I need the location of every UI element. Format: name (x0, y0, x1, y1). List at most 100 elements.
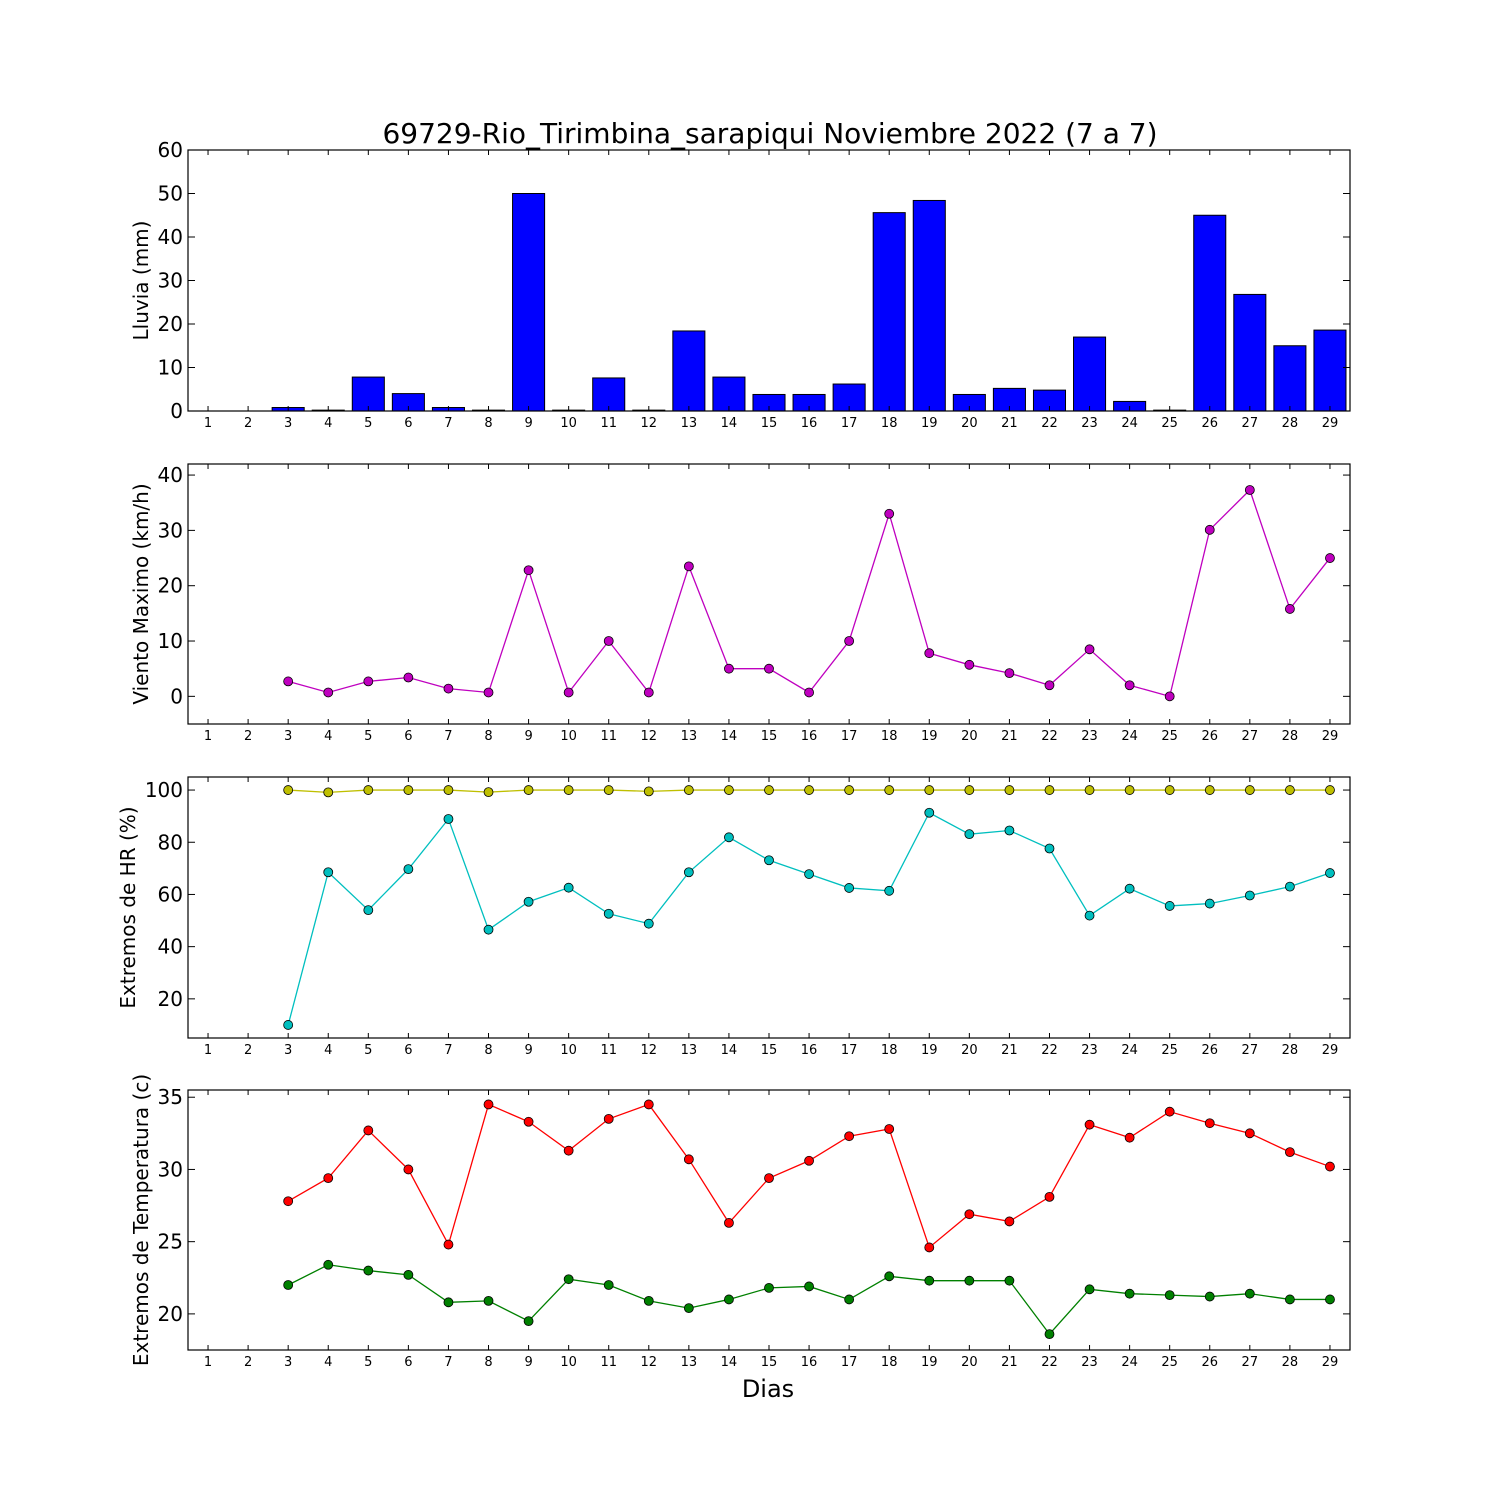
rain-x-tick-label: 29 (1322, 416, 1339, 431)
humidity-series-1-point-day-21 (1004, 825, 1015, 836)
wind-x-tick-label: 20 (961, 729, 978, 744)
temperature-series-0-point-day-14 (724, 1217, 734, 1228)
rain-bar-day-5 (351, 376, 385, 412)
wind-x-tick-label: 14 (721, 729, 738, 744)
humidity-series-0-point-day-21 (1004, 785, 1015, 795)
humidity-series-1-point-day-26 (1204, 898, 1215, 909)
humidity-x-tick-label: 22 (1041, 1043, 1058, 1058)
wind-x-tick-label: 29 (1322, 729, 1339, 744)
temperature-series-0-point-day-8 (483, 1099, 494, 1110)
humidity-series-1-point-day-7 (443, 814, 454, 824)
rain-y-tick-label: 60 (158, 138, 183, 162)
humidity-series-0-point-day-16 (804, 785, 814, 795)
humidity-series-1-point-day-24 (1124, 883, 1135, 894)
humidity-x-tick-label: 4 (324, 1043, 332, 1058)
wind-series-0-point-day-24 (1124, 680, 1135, 691)
humidity-series-1-point-day-29 (1325, 868, 1335, 878)
temperature-series-1-point-day-3 (283, 1280, 294, 1290)
wind-series-0-point-day-21 (1004, 668, 1015, 679)
wind-panel: 1 2 3 4 5 6 7 8 9 10 11 12 13 14 15 16 17 18 19 20 21 22 23 24 2… (129, 463, 1351, 744)
wind-x-tick-label: 10 (560, 729, 577, 744)
wind-x-tick-label: 4 (324, 729, 332, 744)
humidity-series-0-point-day-18 (884, 785, 895, 795)
wind-series-0-point-day-25 (1164, 691, 1175, 702)
wind-x-tick-label: 2 (244, 729, 252, 744)
humidity-x-tick-label: 7 (444, 1043, 452, 1058)
temperature-series-0-point-day-23 (1084, 1119, 1095, 1130)
rain-x-tick-label: 26 (1201, 416, 1218, 431)
wind-x-tick-label: 24 (1121, 729, 1138, 744)
humidity-panel: 1 2 3 4 5 6 7 8 9 10 11 12 13 14 15 16 17 18 19 20 21 22 23 24 2… (116, 776, 1351, 1058)
temperature-series-0-point-day-12 (643, 1099, 654, 1110)
temperature-series-1-point-day-11 (603, 1280, 614, 1290)
rain-x-tick-label: 14 (721, 416, 738, 431)
temperature-series-1-point-day-19 (924, 1275, 935, 1286)
humidity-series-0-point-day-7 (443, 785, 454, 795)
temperature-series-0-point-day-28 (1284, 1147, 1295, 1158)
wind-x-tick-label: 22 (1041, 729, 1058, 744)
temperature-series-1-point-day-12 (643, 1295, 654, 1306)
temperature-series-1-point-day-20 (964, 1275, 975, 1286)
wind-y-tick-label: 10 (158, 629, 183, 653)
temperature-x-tick-label: 24 (1121, 1355, 1138, 1370)
humidity-series-0-point-day-24 (1124, 785, 1135, 795)
temperature-x-tick-label: 18 (881, 1355, 898, 1370)
humidity-series-0-point-day-29 (1325, 785, 1335, 795)
humidity-series-1-point-day-4 (323, 867, 334, 878)
temperature-series-0-point-day-10 (563, 1145, 574, 1156)
humidity-x-tick-label: 25 (1161, 1043, 1178, 1058)
wind-series-0-point-day-14 (724, 663, 734, 674)
wind-x-tick-label: 6 (404, 729, 412, 744)
humidity-series-0-point-day-11 (603, 785, 614, 795)
wind-series-0-point-day-13 (683, 561, 694, 572)
temperature-x-tick-label: 6 (404, 1355, 412, 1370)
temperature-x-tick-label: 11 (600, 1355, 617, 1370)
wind-series-0-point-day-6 (403, 672, 414, 683)
humidity-series-0-point-day-12 (643, 786, 654, 797)
temperature-x-tick-label: 7 (444, 1355, 452, 1370)
humidity-x-tick-label: 8 (484, 1043, 492, 1058)
temperature-series-0-point-day-20 (964, 1209, 975, 1220)
temperature-y-tick-label: 35 (158, 1085, 183, 1109)
rain-bar-day-27 (1233, 293, 1267, 412)
rain-panel: 1 2 3 4 5 6 7 8 9 10 11 12 13 14 15 16 17 18 19 20 21 22 23 24 2… (129, 138, 1351, 431)
humidity-x-tick-label: 19 (921, 1043, 938, 1058)
humidity-series-1-point-day-12 (643, 918, 654, 929)
wind-x-tick-label: 7 (444, 729, 452, 744)
humidity-x-tick-label: 10 (560, 1043, 577, 1058)
humidity-series-0-point-day-13 (683, 785, 694, 795)
temperature-x-tick-label: 3 (284, 1355, 292, 1370)
humidity-x-tick-label: 18 (881, 1043, 898, 1058)
wind-x-tick-label: 13 (681, 729, 698, 744)
humidity-x-tick-label: 26 (1201, 1043, 1218, 1058)
rain-bar-day-23 (1073, 336, 1107, 412)
rain-x-tick-label: 4 (324, 416, 332, 431)
rain-x-tick-label: 23 (1081, 416, 1098, 431)
rain-x-tick-label: 24 (1121, 416, 1138, 431)
wind-series-0-point-day-15 (764, 663, 774, 674)
humidity-x-tick-label: 5 (364, 1043, 372, 1058)
wind-series-0-point-day-29 (1325, 553, 1335, 563)
temperature-x-tick-label: 28 (1282, 1355, 1299, 1370)
humidity-x-tick-label: 12 (641, 1043, 658, 1058)
temperature-x-tick-label: 20 (961, 1355, 978, 1370)
humidity-series-0-point-day-9 (523, 785, 534, 795)
rain-x-tick-label: 18 (881, 416, 898, 431)
humidity-series-1-point-day-22 (1044, 843, 1055, 854)
rain-bar-day-29 (1313, 329, 1347, 412)
wind-x-tick-label: 21 (1001, 729, 1018, 744)
wind-x-tick-label: 16 (801, 729, 818, 744)
temperature-series-1-point-day-22 (1044, 1329, 1055, 1340)
humidity-series-0-point-day-5 (363, 785, 374, 795)
rain-y-tick-label: 50 (158, 182, 183, 206)
humidity-x-tick-label: 21 (1001, 1043, 1018, 1058)
temperature-series-0-point-day-3 (283, 1196, 294, 1207)
humidity-series-1-point-day-23 (1084, 910, 1095, 921)
rain-x-tick-label: 27 (1242, 416, 1259, 431)
humidity-series-1-point-day-17 (844, 883, 855, 893)
humidity-series-0-point-day-23 (1084, 785, 1095, 795)
wind-series-0-point-day-8 (483, 687, 494, 698)
rain-x-tick-label: 19 (921, 416, 938, 431)
humidity-series-1-point-day-5 (363, 905, 374, 916)
